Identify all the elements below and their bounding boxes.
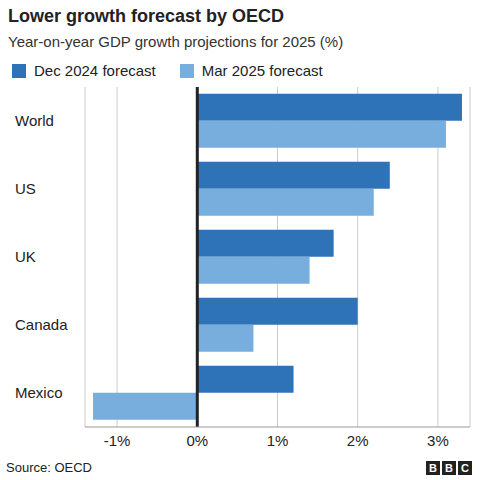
- svg-text:-1%: -1%: [104, 432, 131, 449]
- html-text:Dec 2024 forecast: Dec 2024 forecast: [34, 62, 156, 79]
- svg-text:Canada: Canada: [15, 316, 68, 333]
- svg-text:World: World: [15, 112, 54, 129]
- svg-text:1%: 1%: [267, 432, 289, 449]
- svg-text:Mexico: Mexico: [15, 384, 63, 401]
- svg-text:US: US: [15, 180, 36, 197]
- html-text:B: B: [429, 462, 437, 474]
- svg-text:3%: 3%: [427, 432, 449, 449]
- svg-text:2%: 2%: [347, 432, 369, 449]
- html-text:Year-on-year GDP growth projec: Year-on-year GDP growth projections for …: [8, 33, 344, 50]
- svg-text:UK: UK: [15, 248, 36, 265]
- html-text:C: C: [461, 462, 469, 474]
- html-text:Source: OECD: Source: OECD: [6, 460, 92, 475]
- html-text:Mar 2025 forecast: Mar 2025 forecast: [201, 62, 323, 79]
- svg-text:0%: 0%: [186, 432, 208, 449]
- html-text:Lower growth forecast by OECD: Lower growth forecast by OECD: [8, 6, 284, 26]
- html-text:B: B: [445, 462, 453, 474]
